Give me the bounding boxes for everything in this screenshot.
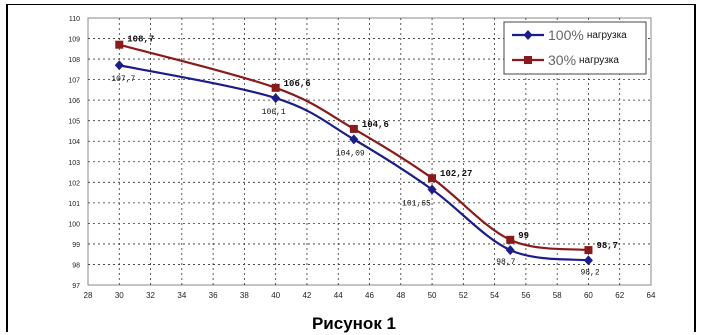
legend-label-percent: 100% — [548, 27, 584, 43]
data-label: 108,7 — [127, 35, 154, 45]
y-tick-label: 109 — [68, 37, 80, 44]
x-tick-label: 44 — [334, 291, 343, 300]
axis-tick-labels: 28 30 32 34 36 38 40 42 44 46 48 50 52 54 56 58 60 62 64 97… — [68, 16, 656, 300]
figure-frame — [6, 4, 696, 332]
x-tick-label: 48 — [396, 291, 405, 300]
y-tick-label: 104 — [68, 139, 80, 146]
x-tick-label: 34 — [177, 291, 186, 300]
data-label: 98,2 — [580, 268, 599, 277]
x-tick-label: 46 — [365, 291, 374, 300]
y-tick-label: 105 — [68, 119, 80, 126]
legend-label-percent: 30% — [548, 52, 576, 68]
data-point-square — [584, 246, 593, 255]
x-tick-label: 36 — [209, 291, 218, 300]
data-labels: 107,7 106,1 104,09 101,65 98,7 98,2 108,7 106,6… — [111, 35, 618, 278]
data-label: 99 — [518, 231, 529, 241]
data-point-square — [271, 83, 280, 92]
x-tick-label: 56 — [521, 291, 530, 300]
y-tick-label: 107 — [68, 78, 80, 85]
data-label: 106,1 — [262, 108, 286, 117]
legend-label: 100% нагрузка — [548, 27, 627, 43]
x-tick-label: 60 — [584, 291, 593, 300]
x-tick-label: 40 — [271, 291, 280, 300]
x-tick-label: 42 — [302, 291, 311, 300]
x-tick-label: 52 — [459, 291, 468, 300]
data-point-diamond — [349, 134, 359, 145]
data-label: 104,09 — [336, 149, 365, 158]
y-tick-label: 101 — [68, 201, 80, 208]
legend-marker-square — [524, 56, 532, 64]
data-label: 98,7 — [496, 258, 515, 267]
data-point-diamond — [505, 245, 515, 256]
data-point-diamond — [114, 60, 124, 71]
x-tick-label: 62 — [615, 291, 624, 300]
x-tick-label: 38 — [240, 291, 249, 300]
y-tick-label: 100 — [68, 221, 80, 228]
legend-label-text: нагрузка — [587, 30, 627, 41]
data-label: 107,7 — [111, 75, 135, 84]
data-point-square — [349, 124, 358, 133]
y-tick-label: 110 — [69, 16, 80, 23]
legend-marker-diamond — [523, 30, 533, 40]
data-point-square — [428, 174, 437, 183]
data-point-diamond — [427, 184, 437, 195]
y-tick-label: 103 — [68, 160, 80, 167]
y-tick-label: 98 — [72, 262, 80, 269]
x-tick-label: 64 — [647, 291, 656, 300]
x-tick-label: 58 — [553, 291, 562, 300]
legend-label-text: нагрузка — [579, 55, 619, 66]
data-label: 106,6 — [284, 79, 311, 89]
data-label: 101,65 — [402, 199, 431, 208]
data-label: 102,27 — [440, 169, 472, 179]
data-point-diamond — [583, 255, 593, 266]
data-point-square — [506, 235, 515, 244]
figure-caption: Рисунок 1 — [311, 314, 397, 333]
x-tick-label: 30 — [115, 291, 124, 300]
grid — [87, 17, 652, 286]
legend-label: 30% нагрузка — [548, 52, 619, 68]
x-tick-label: 28 — [84, 291, 93, 300]
y-tick-label: 108 — [68, 57, 80, 64]
series-line-30 — [118, 43, 589, 252]
x-tick-label: 32 — [146, 291, 155, 300]
series-lines — [114, 40, 593, 266]
x-tick-label: 50 — [428, 291, 437, 300]
y-tick-label: 102 — [68, 180, 80, 187]
y-tick-label: 97 — [72, 283, 80, 290]
data-point-diamond — [271, 93, 281, 104]
data-label: 104,6 — [362, 120, 389, 130]
data-label: 98,7 — [596, 241, 618, 251]
data-point-square — [115, 40, 124, 49]
x-tick-label: 54 — [490, 291, 499, 300]
y-tick-label: 106 — [68, 98, 80, 105]
y-tick-label: 99 — [72, 242, 80, 249]
